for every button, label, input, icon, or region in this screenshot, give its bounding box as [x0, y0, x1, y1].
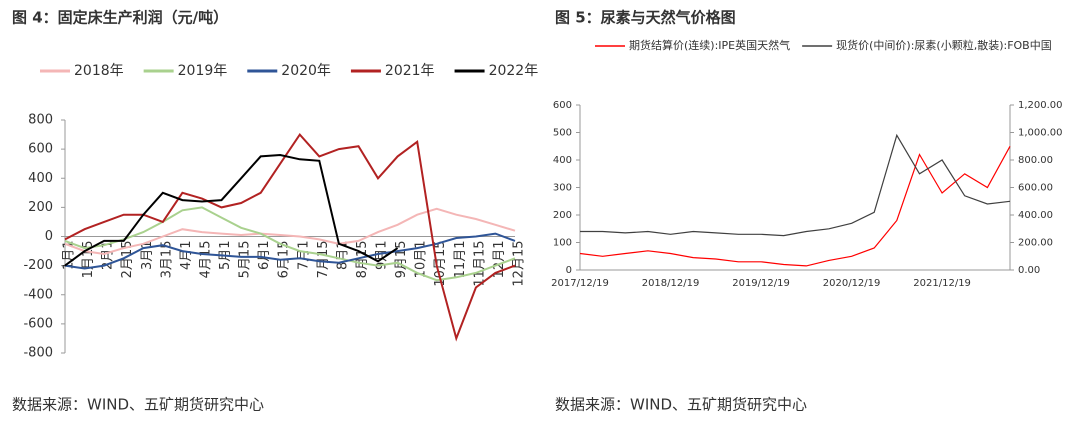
y-tick-label: 200 [553, 210, 572, 221]
series-line [64, 153, 399, 267]
y-tick-label: 0 [45, 229, 53, 244]
legend-label: 2018年 [74, 63, 124, 79]
series-line [64, 232, 516, 270]
y2-tick-label: 600.00 [1018, 183, 1053, 194]
x-tick-label: 11月1 [453, 241, 468, 279]
y-tick-label: 300 [553, 183, 572, 194]
x-tick-label: 10月15 [433, 241, 448, 287]
series-line [579, 146, 1011, 267]
y2-tick-label: 200.00 [1018, 238, 1053, 249]
series-line [64, 132, 516, 342]
x-tick-label: 7月1 [296, 241, 311, 271]
legend-label: 期货结算价(连续):IPE英国天然气 [629, 38, 790, 52]
y-tick-label: -400 [23, 287, 53, 302]
x-tick-label: 2月15 [120, 241, 135, 279]
x-tick-label: 1月1 [62, 241, 77, 271]
y-tick-label: 600 [553, 100, 572, 111]
y-tick-label: -600 [23, 316, 53, 331]
y-tick-label: 800 [28, 113, 53, 128]
y2-tick-label: 0.00 [1018, 265, 1040, 276]
x-tick-label: 9月1 [375, 241, 390, 271]
legend-label: 2021年 [385, 63, 435, 79]
y-tick-label: -200 [23, 258, 53, 273]
y-tick-label: -800 [23, 346, 53, 361]
x-tick-label: 7月15 [316, 241, 331, 279]
y-tick-label: 0 [566, 265, 572, 276]
chart-title: 图 5：尿素与天然气价格图 [555, 9, 736, 27]
source: 数据来源：WIND、五矿期货研究中心 [12, 396, 264, 414]
y2-tick-label: 800.00 [1018, 155, 1053, 166]
x-tick-label: 11月15 [472, 241, 487, 287]
y2-tick-label: 1,000.00 [1018, 128, 1063, 139]
x-tick-label: 12月1 [492, 241, 507, 279]
y-tick-label: 400 [553, 155, 572, 166]
x-tick-label: 4月15 [198, 241, 213, 279]
legend-label: 2020年 [281, 63, 331, 79]
x-tick-label: 10月1 [414, 241, 429, 279]
chart-title: 图 4：固定床生产利润（元/吨） [12, 9, 228, 27]
y-tick-label: 500 [553, 128, 572, 139]
x-tick-label: 4月1 [179, 241, 194, 271]
y2-tick-label: 1,200.00 [1018, 100, 1063, 111]
x-tick-label: 6月1 [257, 241, 272, 271]
y-tick-label: 200 [28, 200, 53, 215]
source: 数据来源：WIND、五矿期货研究中心 [555, 396, 807, 414]
y-tick-label: 400 [28, 171, 53, 186]
y-tick-label: 600 [28, 142, 53, 157]
series-line [580, 133, 1011, 237]
x-tick-label: 8月15 [355, 241, 370, 279]
y2-tick-label: 400.00 [1018, 210, 1053, 221]
x-tick-label: 5月15 [238, 241, 253, 279]
x-tick-label: 3月15 [159, 241, 174, 279]
x-tick-label: 12月15 [512, 241, 527, 287]
legend-label: 2019年 [178, 63, 228, 79]
series-line [64, 207, 516, 256]
x-tick-label: 2020/12/19 [823, 278, 881, 289]
y-tick-label: 100 [553, 238, 572, 249]
x-tick-label: 2018/12/19 [642, 278, 700, 289]
x-tick-label: 9月15 [394, 241, 409, 279]
x-tick-label: 2021/12/19 [913, 278, 971, 289]
legend-label: 现货价(中间价):尿素(小颗粒,散装):FOB中国 [836, 38, 1052, 52]
legend-label: 2022年 [489, 63, 539, 79]
x-tick-label: 2019/12/19 [732, 278, 790, 289]
x-tick-label: 2017/12/19 [551, 278, 609, 289]
